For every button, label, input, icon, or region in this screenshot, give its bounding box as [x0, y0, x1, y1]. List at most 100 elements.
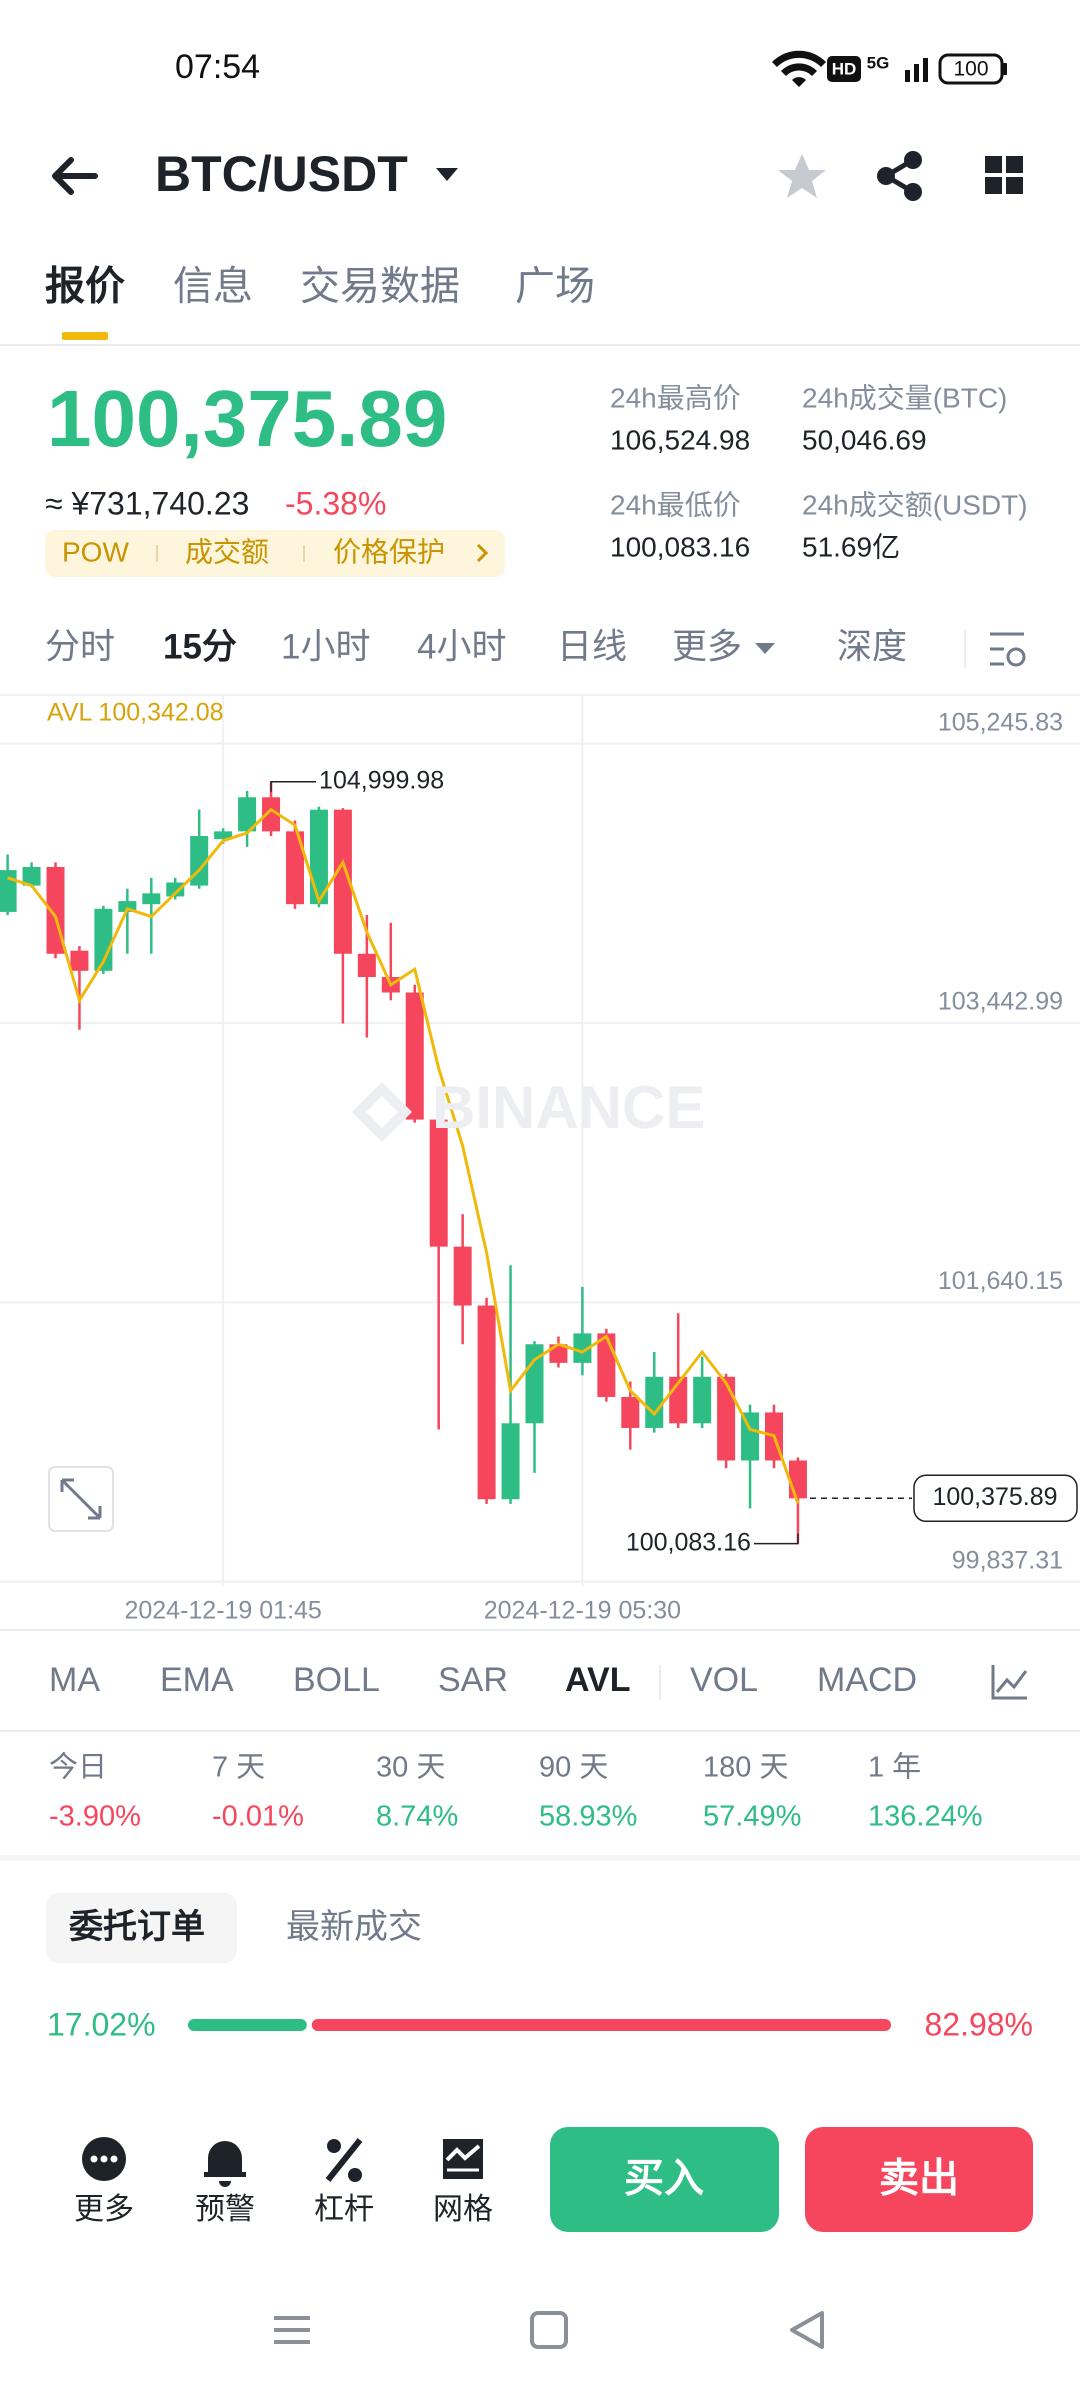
- candle-body: [70, 950, 89, 971]
- buy-button[interactable]: [550, 2127, 779, 2232]
- avl-line: [7, 807, 800, 1505]
- pair-dropdown[interactable]: [436, 168, 458, 181]
- last-price: 100,375.89: [47, 374, 447, 463]
- active-order-tab[interactable]: [46, 1893, 237, 1963]
- action-label[interactable]: 网格: [433, 2193, 493, 2226]
- period-change: -0.01%: [212, 1801, 304, 1833]
- grid-icon[interactable]: [443, 2139, 483, 2179]
- buy-ratio-bar: [188, 2019, 307, 2031]
- tab[interactable]: 信息: [173, 265, 253, 309]
- sell-button[interactable]: [805, 2127, 1033, 2232]
- x-tick-label: 2024-12-19 05:30: [484, 1597, 681, 1625]
- section-gap: [0, 1855, 1080, 1861]
- indicator-tab[interactable]: VOL: [690, 1661, 758, 1699]
- indicator-tab[interactable]: BOLL: [293, 1661, 380, 1699]
- stat-label: 24h最低价: [610, 489, 741, 520]
- signal-bar: [914, 64, 919, 82]
- interval[interactable]: 深度: [837, 627, 907, 666]
- cny-price: ≈ ¥731,740.23: [45, 485, 249, 521]
- stat-label: 24h成交额(USDT): [802, 489, 1028, 520]
- pair-title: BTC/USDT: [155, 146, 408, 202]
- candle-body: [741, 1412, 760, 1461]
- interval[interactable]: 分时: [45, 627, 115, 666]
- interval[interactable]: 1小时: [281, 627, 370, 666]
- buy-ratio-label: 17.02%: [47, 2006, 156, 2042]
- leverage-icon[interactable]: [325, 2138, 363, 2182]
- watermark-logo: [352, 1082, 412, 1142]
- high-marker: [270, 781, 317, 792]
- interval[interactable]: 15分: [163, 627, 237, 666]
- indicator-tab[interactable]: SAR: [438, 1661, 508, 1699]
- signal-bar: [905, 70, 910, 82]
- nav-menu[interactable]: [274, 2316, 310, 2344]
- indicator-tab[interactable]: MA: [49, 1661, 100, 1699]
- y-tick-label: 103,442.99: [938, 988, 1063, 1016]
- stat-label: 24h成交量(BTC): [802, 382, 1007, 413]
- candle-body: [621, 1396, 640, 1428]
- header-icons: [52, 151, 1023, 201]
- battery-tip: [1003, 63, 1007, 75]
- candle-body: [0, 870, 17, 912]
- candle-body: [357, 953, 376, 978]
- indicator-settings-button[interactable]: [991, 1665, 1028, 1700]
- tab[interactable]: 交易数据: [300, 265, 460, 309]
- interval[interactable]: 4小时: [417, 627, 506, 666]
- indicator-tab[interactable]: AVL: [565, 1661, 630, 1699]
- indicator-tab[interactable]: EMA: [160, 1661, 234, 1699]
- stat-value: 106,524.98: [610, 424, 750, 455]
- tab[interactable]: 广场: [515, 265, 595, 309]
- tag: POW: [62, 536, 129, 567]
- nav-home[interactable]: [530, 2311, 568, 2349]
- tag-strip[interactable]: [45, 530, 505, 577]
- share-button[interactable]: [877, 151, 922, 201]
- action-label[interactable]: 杠杆: [314, 2193, 374, 2226]
- candle-body: [573, 1333, 592, 1363]
- candle-body: [717, 1376, 736, 1461]
- tab[interactable]: 报价: [45, 265, 125, 309]
- action-label[interactable]: 预警: [195, 2193, 255, 2226]
- order-tab[interactable]: 委托订单: [69, 1908, 205, 1946]
- candle-body: [94, 908, 113, 971]
- back-button[interactable]: [52, 157, 98, 195]
- favorite-star[interactable]: [778, 154, 826, 198]
- candle-body: [645, 1376, 664, 1428]
- price-change: -5.38%: [285, 485, 386, 521]
- tag-chevron: [476, 543, 489, 563]
- interval[interactable]: 日线: [557, 627, 627, 666]
- period-label: 1 年: [868, 1751, 921, 1784]
- interval[interactable]: 更多: [672, 627, 742, 666]
- candle-body: [405, 992, 424, 1120]
- period-label: 今日: [49, 1751, 107, 1784]
- sell-ratio-bar: [311, 2019, 892, 2031]
- y-tick-label: 101,640.15: [938, 1267, 1063, 1295]
- order-tab[interactable]: 最新成交: [286, 1908, 422, 1946]
- indicator-tab[interactable]: MACD: [817, 1661, 917, 1699]
- last-price-box: [913, 1474, 1078, 1523]
- action-label[interactable]: 更多: [74, 2193, 134, 2226]
- nav-bar: [274, 2311, 824, 2349]
- sell-ratio-label: 82.98%: [924, 2006, 1033, 2042]
- period-change: 136.24%: [868, 1801, 983, 1833]
- layout-button[interactable]: [985, 156, 1023, 194]
- candle-body: [693, 1376, 712, 1424]
- candle-body: [166, 882, 185, 897]
- hd-badge: [827, 56, 861, 82]
- candle-body: [477, 1305, 496, 1500]
- candle-body: [788, 1460, 807, 1499]
- nav-back[interactable]: [790, 2311, 824, 2349]
- signal-bar: [923, 58, 928, 82]
- avl-label: AVL 100,342.08: [47, 699, 224, 727]
- candle-body: [22, 867, 41, 886]
- candle-body: [309, 809, 328, 905]
- candle-body: [429, 1119, 448, 1247]
- candle-body: [333, 809, 352, 954]
- status-icons: [772, 50, 1007, 87]
- wifi-icon: [772, 50, 826, 87]
- candle-body: [142, 893, 161, 905]
- candle-body: [597, 1333, 616, 1397]
- alert-icon[interactable]: [204, 2141, 246, 2187]
- tab-indicator: [62, 332, 108, 340]
- chart-settings-button[interactable]: [990, 632, 1026, 667]
